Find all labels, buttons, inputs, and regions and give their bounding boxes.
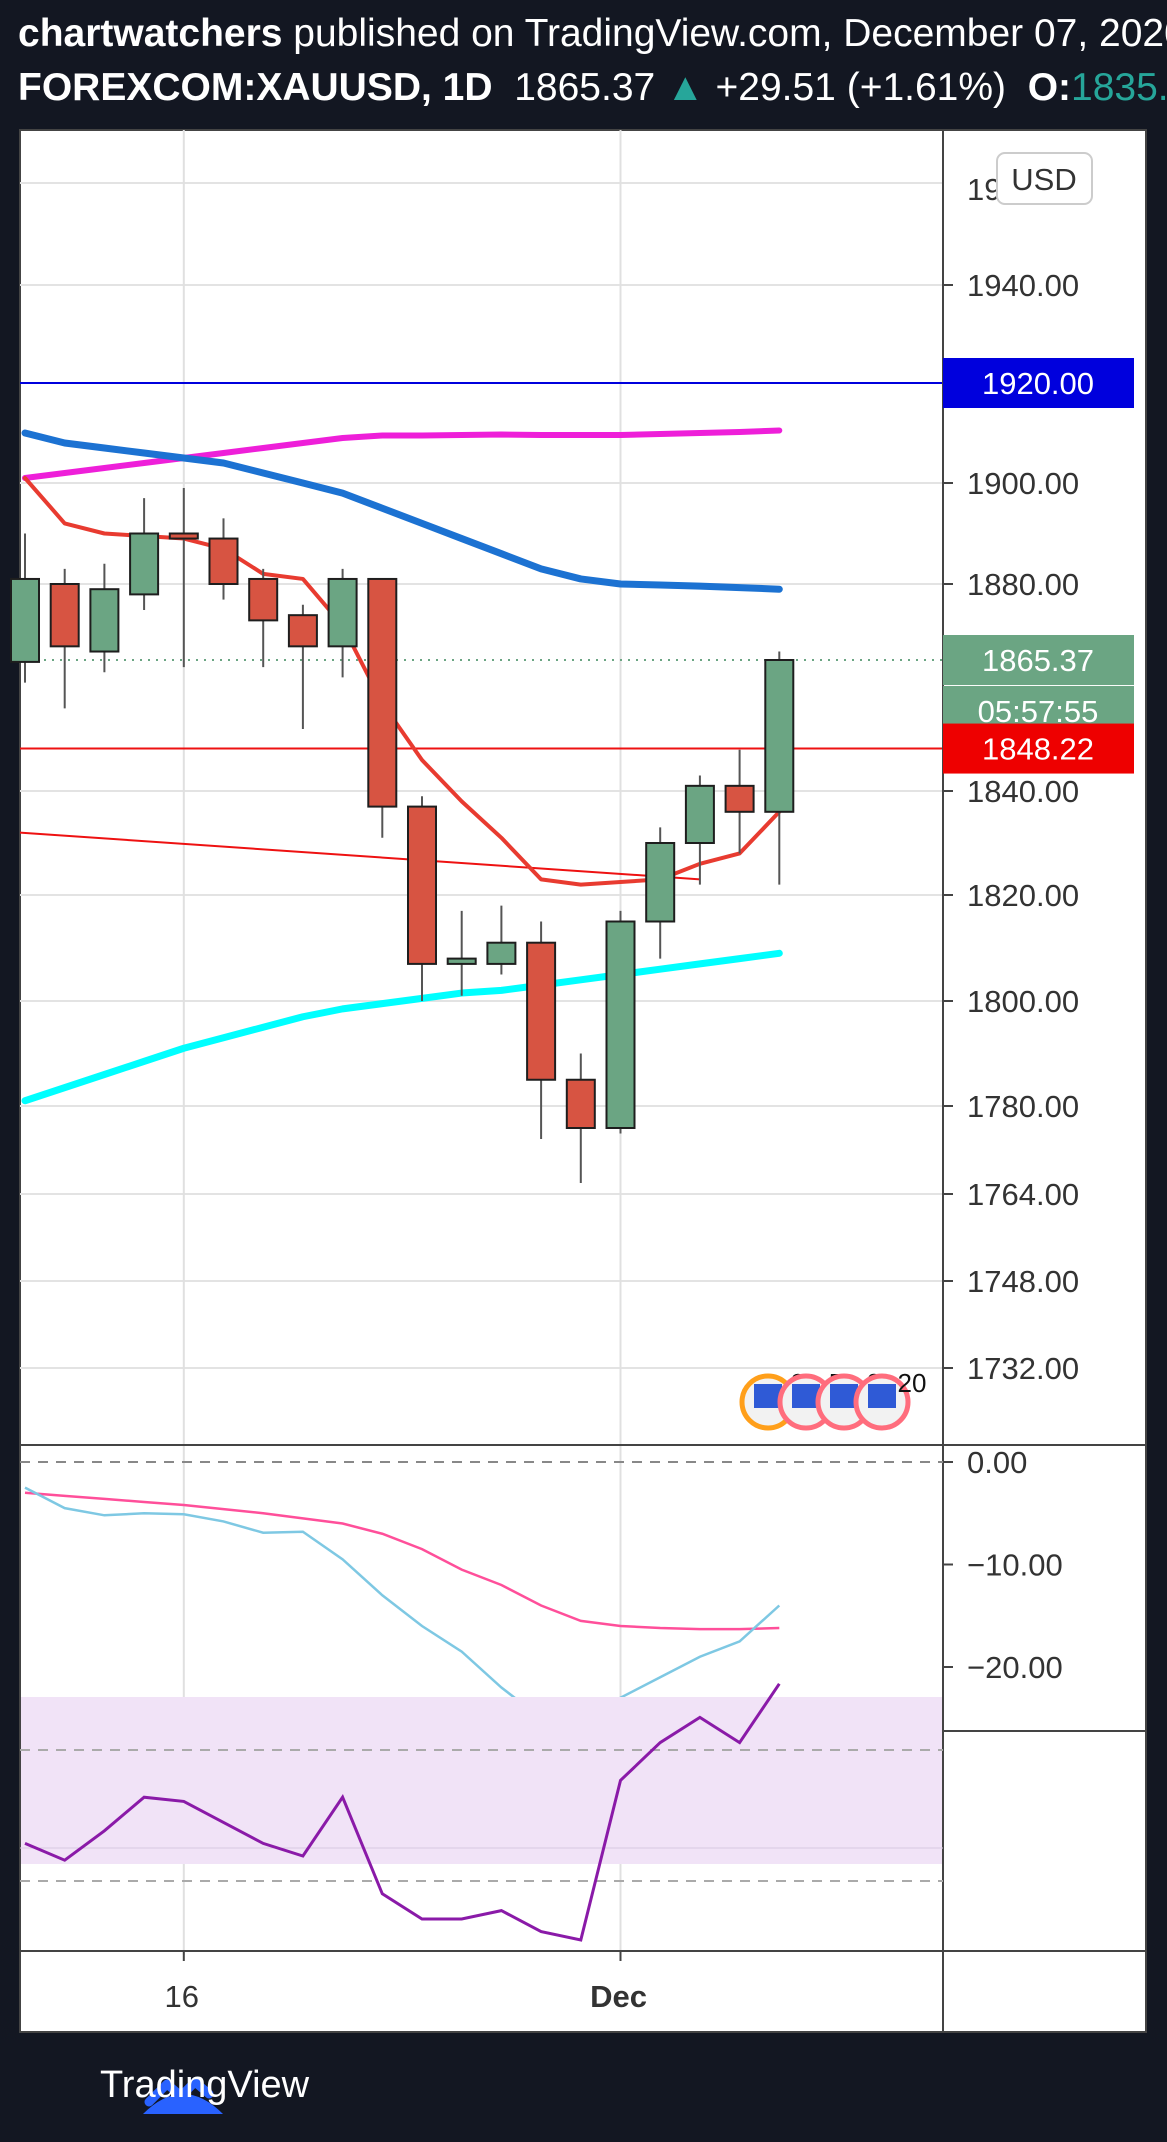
candle-down [565,1078,596,1129]
candle-up [486,941,517,965]
price-badge-label: 05:57:55 [978,694,1099,729]
price-badge [943,358,1134,408]
candle-up [446,957,477,965]
symbol-info: FOREXCOM:XAUUSD, 1D 1865.37 ▲ +29.51 (+1… [18,66,1167,110]
open-label: O: [1027,66,1072,109]
price-badge [943,723,1134,774]
currency-badge-label: USD [1011,162,1076,197]
rsi-line [24,1682,781,1942]
published-text: published on TradingView.com, December 0… [293,12,1167,55]
candle-down [287,614,318,648]
event-badge-label: 20 [898,1368,927,1398]
currency-badge [996,152,1093,205]
candle-down [526,941,557,1081]
event-flag-icon [868,1384,896,1408]
price-tick-label: 1780.00 [967,1089,1079,1124]
candle-up [605,920,636,1129]
symbol-name[interactable]: FOREXCOM:XAUUSD, 1D [18,66,493,109]
event-flag-icon [830,1384,858,1408]
last-price: 1865.37 [514,66,656,109]
candle-down [248,577,279,622]
candle-down [208,537,239,585]
oscillator-slow-line [24,1491,780,1631]
price-tick-label: 1840.00 [967,774,1079,809]
price-scale-bg [943,131,1145,1956]
candle-down [367,577,398,808]
oscillator-fast-line [24,1486,781,1720]
candle-up [645,842,676,923]
time-tick-label: 16 [165,1979,199,2014]
price-badge-label: 1920.00 [982,366,1094,401]
candle-down [49,583,80,648]
tradingview-logo-icon[interactable] [18,2062,348,2118]
price-tick-label: 1764.00 [967,1177,1079,1212]
price-tick-label: 1900.00 [967,466,1079,501]
ma-cyan-line [21,949,783,1105]
publish-info: chartwatchers published on TradingView.c… [18,12,1167,56]
open-value: 1835.86 [1071,66,1167,109]
price-tick-label: 1820.00 [967,878,1079,913]
time-tick-label: Dec [590,1979,647,2014]
candle-up [129,532,160,596]
chart-header: chartwatchers published on TradingView.c… [0,0,1167,128]
candle-up [10,577,40,663]
candle-up [764,659,795,813]
event-flag-icon [754,1384,782,1408]
price-badge-label: 1848.22 [982,732,1094,767]
candle-up [684,784,715,845]
author-name[interactable]: chartwatchers [18,12,283,55]
candle-up [327,577,358,648]
ma-magenta-line [22,427,783,481]
event-flag-icon [792,1384,820,1408]
price-tick-label: 19 [967,172,1001,207]
candle-down [724,784,755,813]
candle-up [89,588,120,653]
rsi-band [21,1697,942,1864]
price-tick-label: 1800.00 [967,984,1079,1019]
price-tick-label: 1940.00 [967,268,1079,303]
price-tick-label: 1732.00 [967,1351,1079,1386]
candle-down [168,532,199,540]
up-triangle-icon: ▲ [666,66,705,109]
price-badge [943,635,1134,685]
price-tick-label: 1880.00 [967,567,1079,602]
price-change: +29.51 (+1.61%) [715,66,1007,109]
trend-line [19,831,700,881]
candle-down [407,805,437,965]
tradingview-brand[interactable]: TradingView [100,2064,310,2106]
price-tick-label: 1748.00 [967,1264,1079,1299]
oscillator-tick-label: −20.00 [967,1650,1063,1685]
oscillator-tick-label: −10.00 [967,1548,1063,1583]
price-badge-label: 1865.37 [982,643,1094,678]
oscillator-tick-label: 0.00 [967,1445,1027,1480]
ma-blue-line [21,429,783,593]
